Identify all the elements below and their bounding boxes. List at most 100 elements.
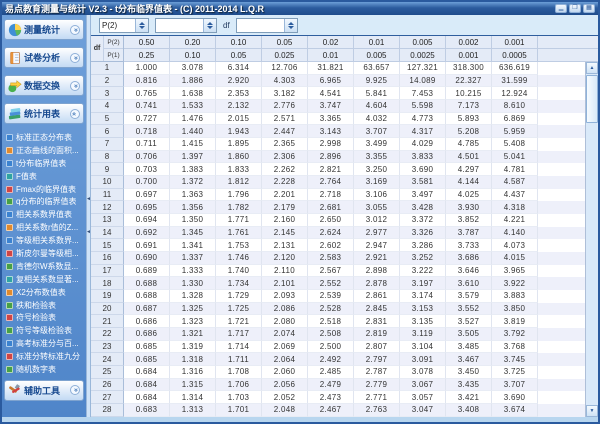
table-row[interactable]: 28 0.683 1.313 1.701 2.048 2.467 2.763 3… xyxy=(91,404,598,417)
table-row[interactable]: 24 0.685 1.318 1.711 2.064 2.492 2.797 3… xyxy=(91,353,598,367)
menu-item-label: 相关系数界值表 xyxy=(16,210,72,220)
table-row[interactable]: 7 0.711 1.415 1.895 2.365 2.998 3.499 4.… xyxy=(91,138,598,151)
t-value-cell: 3.505 xyxy=(446,328,492,341)
spinner-button[interactable] xyxy=(135,18,148,32)
t-value-cell: 2.624 xyxy=(308,226,354,240)
scrollbar-thumb[interactable] xyxy=(586,75,598,123)
table-row[interactable]: 15 0.691 1.341 1.753 2.131 2.602 2.947 3… xyxy=(91,239,598,253)
t-value-cell: 0.692 xyxy=(124,226,170,240)
t-value-cell: 3.078 xyxy=(170,62,216,75)
menu-item-label: Fmax的临界值表 xyxy=(16,184,76,194)
table-row[interactable]: 16 0.690 1.337 1.746 2.120 2.583 2.921 3… xyxy=(91,252,598,265)
t-value-cell: 1.725 xyxy=(216,302,262,316)
sidebar-menu-item[interactable]: 符号等级检验表 xyxy=(4,324,84,337)
chevron-double-down-icon[interactable]: » xyxy=(70,80,80,91)
sidebar-menu-item[interactable]: 标准分转标准九分 xyxy=(4,350,84,363)
sidebar-menu-item[interactable]: 随机数字表 xyxy=(4,363,84,376)
table-row[interactable]: 19 0.688 1.328 1.729 2.093 2.539 2.861 3… xyxy=(91,290,598,303)
t-value-cell: 3.690 xyxy=(400,163,446,177)
menu-item-label: t分布临界值表 xyxy=(16,158,67,168)
sidebar-menu-item[interactable]: F值表 xyxy=(4,170,84,183)
table-bullet-icon xyxy=(6,314,13,322)
spinner-button[interactable] xyxy=(203,18,216,32)
spinner-button[interactable] xyxy=(283,18,297,32)
table-row[interactable]: 23 0.685 1.319 1.714 2.069 2.500 2.807 3… xyxy=(91,340,598,354)
t-value-cell: 2.977 xyxy=(354,226,400,240)
sidebar-menu-item[interactable]: t分布临界值表 xyxy=(4,157,84,170)
t-value-cell: 4.541 xyxy=(308,87,354,101)
sidebar-menu-item[interactable]: 高考标准分与百... xyxy=(4,337,84,350)
sidebar-menu-item[interactable]: 正态曲线的面积... xyxy=(4,144,84,157)
sidebar-menu-item[interactable]: 相关系数r值的Z... xyxy=(4,221,84,234)
sidebar-section-data-exchange[interactable]: 数据交换 » xyxy=(4,75,84,96)
restore-button[interactable]: ❐ xyxy=(569,4,581,13)
vertical-scrollbar[interactable]: ▲ ▼ xyxy=(585,62,598,417)
sidebar-menu-item[interactable]: 相关系数界值表 xyxy=(4,208,84,221)
chevron-double-up-icon[interactable]: » xyxy=(70,108,80,119)
table-row[interactable]: 13 0.694 1.350 1.771 2.160 2.650 3.012 3… xyxy=(91,214,598,227)
table-row[interactable]: 14 0.692 1.345 1.761 2.145 2.624 2.977 3… xyxy=(91,226,598,240)
t-value-cell: 5.408 xyxy=(492,138,538,151)
chevron-double-down-icon[interactable]: » xyxy=(70,52,80,63)
sidebar-menu-item[interactable]: 肯德尔W系数显... xyxy=(4,260,84,273)
table-row[interactable]: 3 0.765 1.638 2.353 3.182 4.541 5.841 7.… xyxy=(91,87,598,101)
table-row[interactable]: 4 0.741 1.533 2.132 2.776 3.747 4.604 5.… xyxy=(91,100,598,113)
window-controls: ▁ ❐ ▦ xyxy=(555,4,595,13)
t-value-cell: 1.440 xyxy=(170,125,216,139)
sidebar-section-exam-analysis[interactable]: 试卷分析 » xyxy=(4,47,84,68)
t-value-cell: 3.286 xyxy=(400,239,446,253)
t-value-cell: 0.683 xyxy=(124,404,170,417)
t-value-cell: 1.341 xyxy=(170,239,216,253)
table-row[interactable]: 20 0.687 1.325 1.725 2.086 2.528 2.845 3… xyxy=(91,302,598,316)
df-combobox[interactable] xyxy=(235,17,298,33)
t-value-cell: 1.708 xyxy=(216,366,262,379)
t-value-cell: 2.228 xyxy=(262,176,308,189)
sidebar-menu-item[interactable]: 符号检验表 xyxy=(4,311,84,324)
table-row[interactable]: 1 1.000 3.078 6.314 12.706 31.821 63.657… xyxy=(91,62,598,75)
t-value-cell: 2.518 xyxy=(308,315,354,329)
sidebar-menu-item[interactable]: X2分布数值表 xyxy=(4,286,84,299)
table-row[interactable]: 11 0.697 1.363 1.796 2.201 2.718 3.106 3… xyxy=(91,188,598,202)
table-row[interactable]: 10 0.700 1.372 1.812 2.228 2.764 3.169 3… xyxy=(91,176,598,189)
df-corner-label: df xyxy=(91,36,104,61)
sidebar-section-stat-tables[interactable]: 统计用表 » xyxy=(4,103,84,124)
p2-mode-combobox[interactable]: P(2) xyxy=(99,17,149,33)
t-table-grid: df P(2) P(1) 0.50 0.20 0.10 0.05 0.02 0.01 0.0… xyxy=(91,35,598,417)
sidebar-splitter[interactable]: ◄ ◄ xyxy=(86,15,91,417)
sidebar-menu-item[interactable]: 复相关系数显著... xyxy=(4,273,84,286)
scroll-up-arrow-icon[interactable]: ▲ xyxy=(586,62,598,74)
t-value-cell: 1.325 xyxy=(170,302,216,316)
close-button[interactable]: ▦ xyxy=(583,4,595,13)
table-row[interactable]: 2 0.816 1.886 2.920 4.303 6.965 9.925 14… xyxy=(91,74,598,88)
table-row[interactable]: 12 0.695 1.356 1.782 2.179 2.681 3.055 3… xyxy=(91,201,598,215)
sidebar-menu-item[interactable]: 斯皮尔曼等级相... xyxy=(4,247,84,260)
t-value-cell: 1.943 xyxy=(216,125,262,139)
t-value-cell: 1.314 xyxy=(170,391,216,405)
table-row[interactable]: 17 0.689 1.333 1.740 2.110 2.567 2.898 3… xyxy=(91,264,598,278)
scroll-down-arrow-icon[interactable]: ▼ xyxy=(586,405,598,417)
sidebar-menu-item[interactable]: 秩和检验表 xyxy=(4,299,84,312)
sidebar-menu-item[interactable]: 标准正态分布表 xyxy=(4,131,84,144)
table-row[interactable]: 18 0.688 1.330 1.734 2.101 2.552 2.878 3… xyxy=(91,277,598,291)
table-row[interactable]: 6 0.718 1.440 1.943 2.447 3.143 3.707 4.… xyxy=(91,125,598,139)
sidebar-section-measure-stats[interactable]: 测量统计 » xyxy=(4,19,84,40)
sidebar-section-aux-tools[interactable]: 辅助工具 » xyxy=(4,379,84,401)
table-row[interactable]: 21 0.686 1.323 1.721 2.080 2.518 2.831 3… xyxy=(91,315,598,329)
sidebar-menu-item[interactable]: q分布的临界值表 xyxy=(4,195,84,208)
table-row[interactable]: 25 0.684 1.316 1.708 2.060 2.485 2.787 3… xyxy=(91,366,598,379)
table-row[interactable]: 5 0.727 1.476 2.015 2.571 3.365 4.032 4.… xyxy=(91,112,598,126)
t-value-cell: 1.886 xyxy=(170,74,216,88)
table-row[interactable]: 9 0.703 1.383 1.833 2.262 2.821 3.250 3.… xyxy=(91,163,598,177)
t-value-cell: 3.078 xyxy=(400,366,446,379)
table-row[interactable]: 8 0.706 1.397 1.860 2.306 2.896 3.355 3.… xyxy=(91,150,598,164)
sidebar-menu-item[interactable]: 等级相关系数界... xyxy=(4,234,84,247)
table-row[interactable]: 27 0.684 1.314 1.703 2.052 2.473 2.771 3… xyxy=(91,391,598,405)
column-header-cell: 0.005 xyxy=(354,49,400,62)
chevron-double-down-icon[interactable]: » xyxy=(70,24,80,35)
table-row[interactable]: 26 0.684 1.315 1.706 2.056 2.479 2.779 3… xyxy=(91,378,598,392)
table-row[interactable]: 22 0.686 1.321 1.717 2.074 2.508 2.819 3… xyxy=(91,328,598,341)
p2-value-combobox[interactable] xyxy=(155,17,217,33)
minimize-button[interactable]: ▁ xyxy=(555,4,567,13)
chevron-double-down-icon[interactable]: » xyxy=(70,385,80,396)
sidebar-menu-item[interactable]: Fmax的临界值表 xyxy=(4,183,84,196)
